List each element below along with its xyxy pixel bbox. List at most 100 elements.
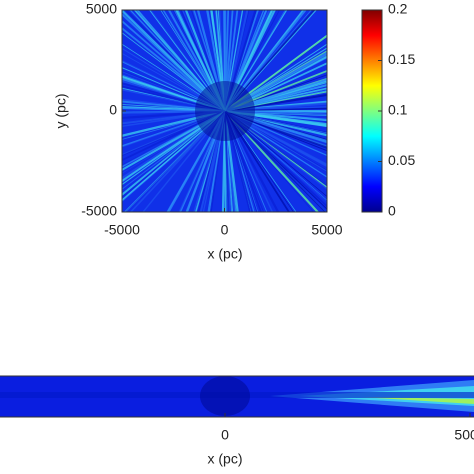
streak xyxy=(122,75,226,112)
streak xyxy=(224,110,227,212)
streak xyxy=(122,110,226,148)
streak xyxy=(224,110,327,212)
streak xyxy=(224,10,273,112)
streak xyxy=(224,110,232,212)
streak xyxy=(122,110,226,162)
streak xyxy=(122,110,226,147)
streak xyxy=(199,110,226,212)
streak xyxy=(224,110,327,152)
streak xyxy=(122,109,226,120)
streak xyxy=(148,10,226,112)
streak xyxy=(167,110,226,212)
streak xyxy=(224,110,255,212)
streak xyxy=(224,69,327,112)
streak xyxy=(122,70,226,112)
streak xyxy=(122,110,226,180)
streak xyxy=(224,110,327,128)
y-tick-label: -5000 xyxy=(81,203,117,219)
streak xyxy=(224,110,327,173)
y-axis-label: y (pc) xyxy=(53,94,69,129)
streak xyxy=(129,10,226,112)
streak xyxy=(223,10,257,112)
streak xyxy=(207,110,226,212)
streak xyxy=(224,110,320,212)
colorbar-tick-label: 0.15 xyxy=(388,51,415,67)
streak xyxy=(186,110,226,212)
streak xyxy=(224,110,257,212)
streak xyxy=(122,82,226,112)
streak xyxy=(122,80,226,112)
streak xyxy=(224,10,307,112)
heatmap-top xyxy=(122,10,327,212)
x-tick-label: 0 xyxy=(221,222,229,238)
streak xyxy=(160,10,226,112)
streak xyxy=(209,110,226,212)
streak xyxy=(122,100,226,112)
streak xyxy=(224,110,327,203)
streak xyxy=(224,10,271,112)
streak xyxy=(179,10,226,112)
streak xyxy=(224,110,230,212)
streak xyxy=(122,110,226,156)
streak xyxy=(190,10,226,112)
streak xyxy=(223,10,226,112)
streak xyxy=(224,93,327,113)
center-shade xyxy=(195,81,255,141)
streak xyxy=(122,74,226,112)
streak xyxy=(184,10,226,112)
streak xyxy=(224,110,327,113)
streak xyxy=(224,110,297,212)
streak xyxy=(224,110,262,212)
streak xyxy=(224,102,327,113)
x-tick-label: -5000 xyxy=(104,222,140,238)
streak xyxy=(224,110,294,212)
streak xyxy=(224,87,327,112)
streak xyxy=(122,110,226,127)
streak xyxy=(224,110,253,212)
streak xyxy=(122,110,226,140)
streak xyxy=(208,110,226,212)
streak xyxy=(122,110,226,198)
streak xyxy=(122,110,226,196)
streak xyxy=(122,110,226,190)
streak xyxy=(224,110,327,116)
streak xyxy=(124,10,226,112)
streak xyxy=(223,110,239,212)
x-tick-label: 5000 xyxy=(311,222,342,238)
streak xyxy=(224,10,234,112)
streak xyxy=(175,10,226,112)
streak xyxy=(224,110,327,157)
streak xyxy=(224,10,268,112)
streak xyxy=(196,10,227,112)
streak xyxy=(224,10,286,112)
streak xyxy=(122,110,226,114)
streak xyxy=(125,110,226,212)
streak xyxy=(224,10,239,112)
streak xyxy=(122,85,226,112)
streak xyxy=(224,110,268,212)
streak xyxy=(224,10,316,112)
streak xyxy=(122,110,226,171)
streak xyxy=(224,110,290,212)
x-axis-label: x (pc) xyxy=(208,451,243,467)
streak xyxy=(142,110,226,212)
streak xyxy=(162,10,226,112)
streak xyxy=(193,110,226,212)
streak xyxy=(224,110,274,212)
streak xyxy=(224,51,327,112)
streak xyxy=(122,110,226,201)
streak xyxy=(224,109,327,137)
streak xyxy=(224,91,327,112)
streak xyxy=(224,110,327,144)
streak xyxy=(224,110,327,168)
streak xyxy=(122,110,226,125)
streak xyxy=(122,47,226,112)
streak xyxy=(224,10,281,112)
streak xyxy=(210,10,227,112)
streak xyxy=(224,110,327,134)
streak xyxy=(224,78,327,112)
streak xyxy=(224,10,230,112)
streak xyxy=(223,10,249,112)
streak xyxy=(224,110,327,201)
